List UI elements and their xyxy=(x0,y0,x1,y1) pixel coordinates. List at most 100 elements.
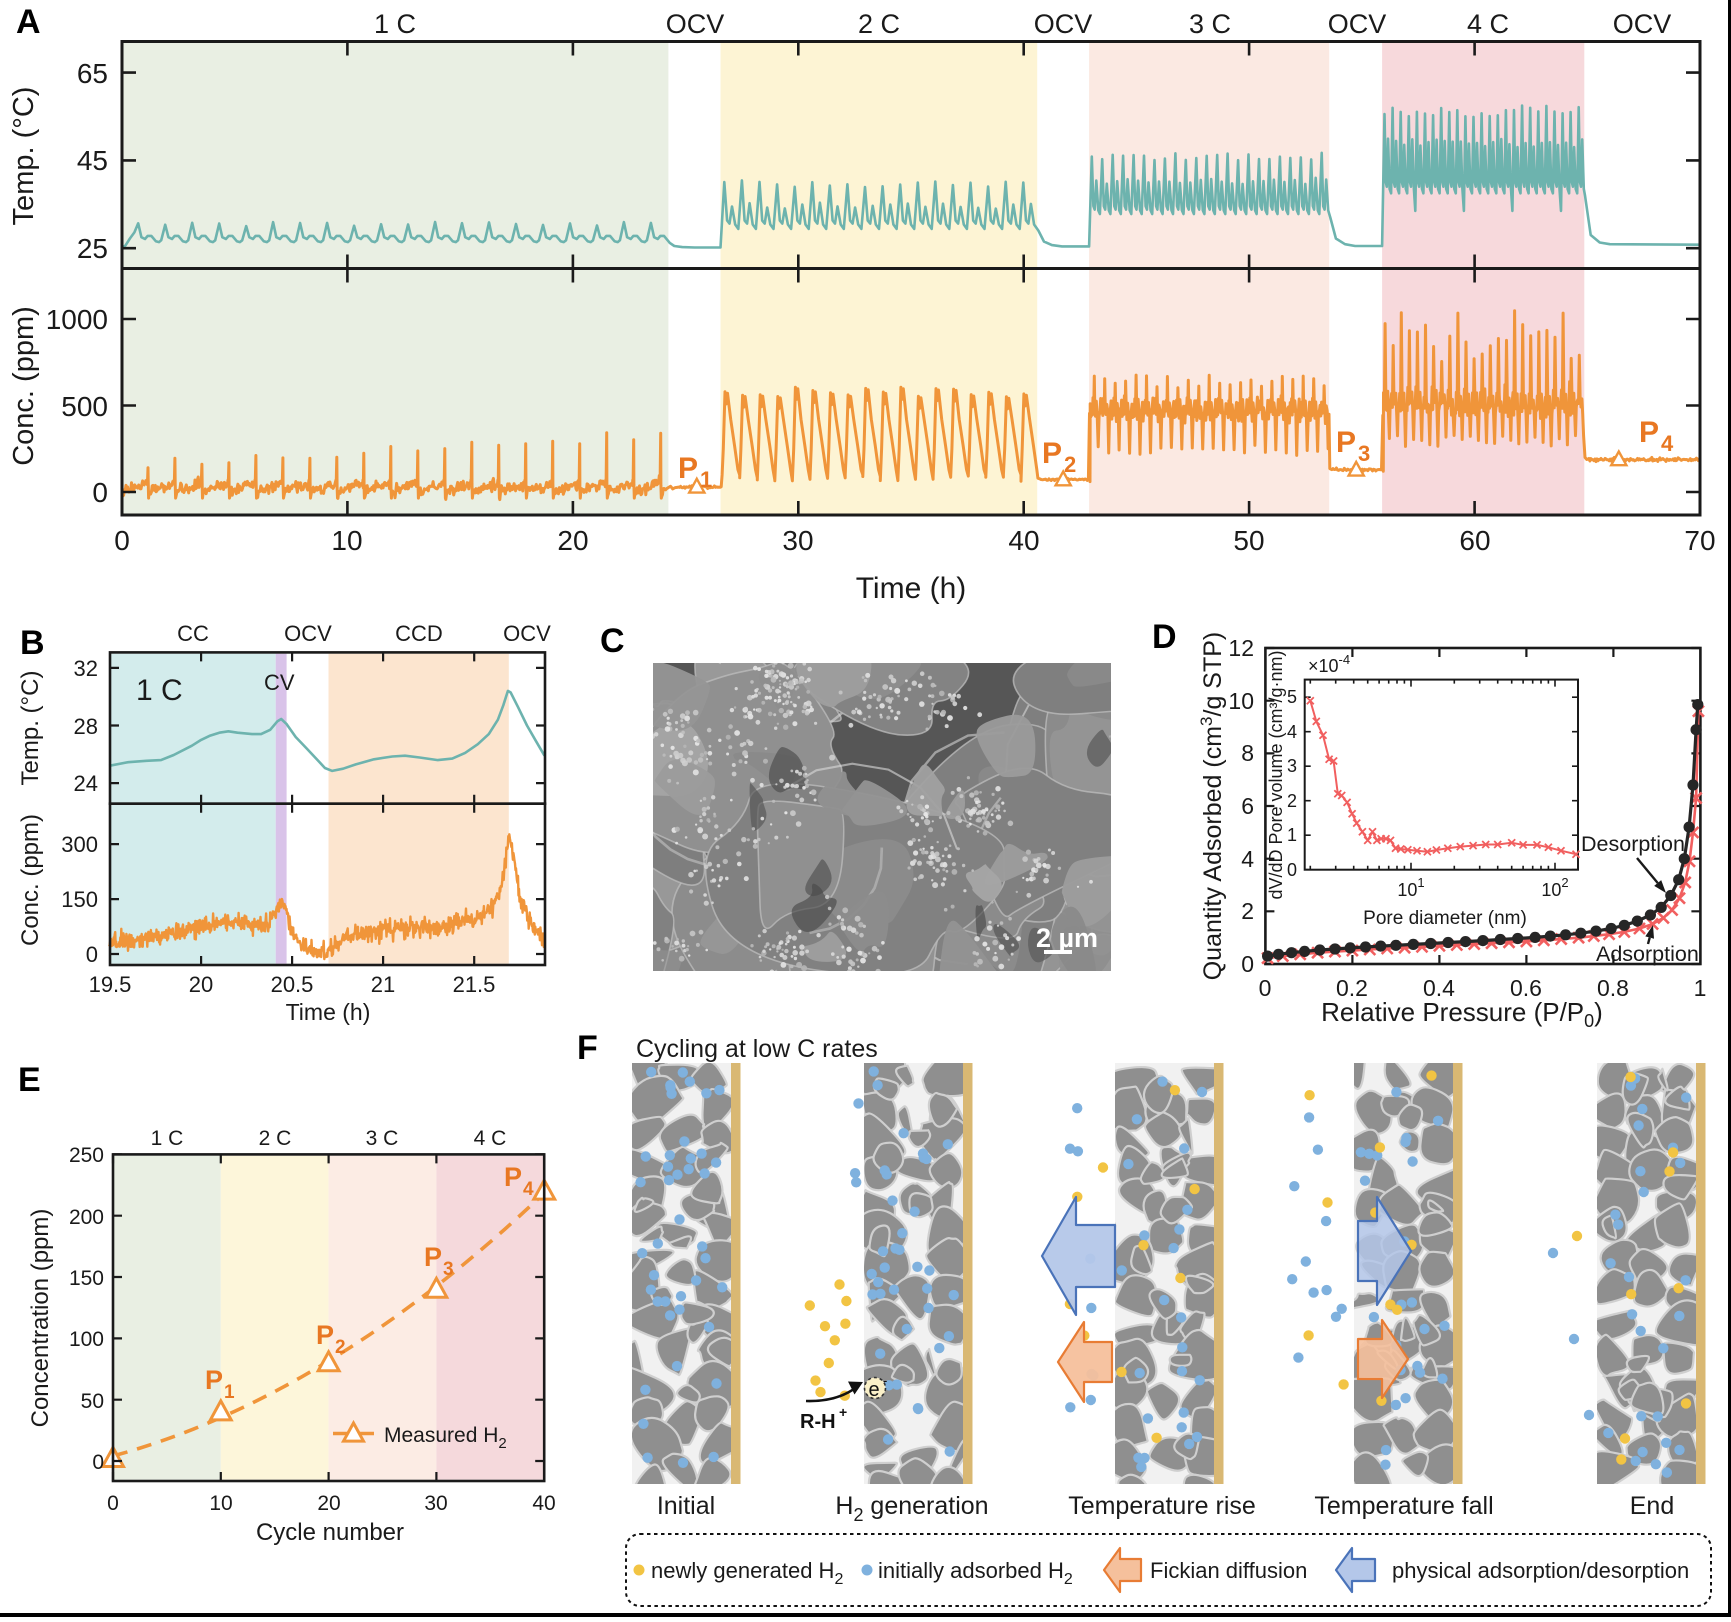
svg-text:0.8: 0.8 xyxy=(1597,975,1629,1001)
svg-text:300: 300 xyxy=(61,832,98,857)
svg-text:E: E xyxy=(18,1061,41,1099)
svg-text:10: 10 xyxy=(209,1492,232,1515)
svg-text:250: 250 xyxy=(69,1144,104,1167)
svg-text:0.4: 0.4 xyxy=(1423,975,1455,1001)
svg-text:P: P xyxy=(424,1242,442,1272)
svg-text:Pore diameter (nm): Pore diameter (nm) xyxy=(1363,908,1527,929)
svg-text:Time (h): Time (h) xyxy=(856,572,967,605)
svg-text:e: e xyxy=(868,1379,879,1401)
svg-text:OCV: OCV xyxy=(1613,9,1672,39)
svg-text:End: End xyxy=(1630,1492,1674,1520)
svg-text:P: P xyxy=(678,452,698,485)
svg-text:20: 20 xyxy=(317,1492,340,1515)
svg-text:32: 32 xyxy=(74,656,98,681)
svg-text:500: 500 xyxy=(61,391,108,422)
svg-text:Relative Pressure (P/P0): Relative Pressure (P/P0) xyxy=(1321,997,1603,1031)
svg-text:Cycle number: Cycle number xyxy=(256,1519,404,1546)
svg-text:4 C: 4 C xyxy=(474,1127,507,1150)
svg-text:CCD: CCD xyxy=(395,621,443,646)
svg-text:28: 28 xyxy=(74,714,98,739)
svg-text:1: 1 xyxy=(1287,825,1297,845)
svg-text:2: 2 xyxy=(335,1337,346,1358)
svg-text:0: 0 xyxy=(1259,975,1272,1001)
svg-text:0: 0 xyxy=(92,477,108,508)
svg-text:70: 70 xyxy=(1684,525,1715,556)
svg-text:A: A xyxy=(16,3,41,41)
svg-text:21: 21 xyxy=(371,972,395,997)
svg-text:1 C: 1 C xyxy=(136,674,183,707)
svg-text:4: 4 xyxy=(1661,431,1674,456)
svg-text:C: C xyxy=(600,622,625,660)
svg-text:OCV: OCV xyxy=(284,621,332,646)
svg-text:45: 45 xyxy=(77,145,108,176)
svg-text:Temp. (°C): Temp. (°C) xyxy=(8,87,40,226)
svg-text:0: 0 xyxy=(1241,951,1254,977)
svg-text:1 C: 1 C xyxy=(151,1127,184,1150)
svg-text:30: 30 xyxy=(424,1492,447,1515)
svg-text:2 C: 2 C xyxy=(858,9,900,39)
svg-text:OCV: OCV xyxy=(666,9,725,39)
svg-text:Concentration (ppm): Concentration (ppm) xyxy=(27,1209,54,1428)
svg-text:0: 0 xyxy=(1287,860,1297,880)
svg-text:21.5: 21.5 xyxy=(453,972,496,997)
svg-text:10: 10 xyxy=(331,525,362,556)
svg-text:150: 150 xyxy=(61,887,98,912)
svg-text:3: 3 xyxy=(1358,441,1370,466)
svg-text:4: 4 xyxy=(1287,722,1297,742)
svg-text:0.2: 0.2 xyxy=(1336,975,1368,1001)
svg-text:1000: 1000 xyxy=(46,304,108,335)
svg-text:0: 0 xyxy=(114,525,130,556)
svg-text:20.5: 20.5 xyxy=(271,972,314,997)
svg-text:D: D xyxy=(1152,618,1177,656)
svg-text:-: - xyxy=(883,1373,887,1388)
svg-text:1: 1 xyxy=(700,467,712,492)
svg-text:B: B xyxy=(20,624,45,662)
svg-text:Time (h): Time (h) xyxy=(286,999,371,1025)
svg-text:1 C: 1 C xyxy=(374,9,416,39)
svg-text:2 µm: 2 µm xyxy=(1036,923,1098,953)
svg-text:60: 60 xyxy=(1459,525,1490,556)
svg-text:30: 30 xyxy=(782,525,813,556)
svg-text:3: 3 xyxy=(1287,756,1297,776)
svg-text:Quantity Adsorbed (cm3/g STP): Quantity Adsorbed (cm3/g STP) xyxy=(1197,632,1227,981)
svg-text:65: 65 xyxy=(77,58,108,89)
svg-text:12: 12 xyxy=(1228,635,1254,661)
svg-text:40: 40 xyxy=(532,1492,555,1515)
svg-text:19.5: 19.5 xyxy=(89,972,132,997)
svg-text:1: 1 xyxy=(224,1382,235,1403)
svg-text:100: 100 xyxy=(69,1328,104,1351)
svg-text:Initial: Initial xyxy=(657,1492,715,1520)
svg-text:Desorption: Desorption xyxy=(1581,832,1685,856)
svg-text:Conc. (ppm): Conc. (ppm) xyxy=(17,814,44,946)
svg-text:OCV: OCV xyxy=(1034,9,1093,39)
svg-text:P: P xyxy=(1639,416,1659,449)
svg-text:10: 10 xyxy=(1228,688,1254,714)
svg-text:40: 40 xyxy=(1008,525,1039,556)
svg-text:4 C: 4 C xyxy=(1467,9,1509,39)
svg-text:1: 1 xyxy=(1694,975,1707,1001)
svg-text:F: F xyxy=(577,1029,598,1067)
svg-text:50: 50 xyxy=(1233,525,1264,556)
svg-text:OCV: OCV xyxy=(1328,9,1387,39)
svg-text:3 C: 3 C xyxy=(366,1127,399,1150)
svg-text:4: 4 xyxy=(1241,846,1254,872)
svg-text:Temperature fall: Temperature fall xyxy=(1314,1492,1493,1520)
svg-text:6: 6 xyxy=(1241,793,1254,819)
svg-text:0: 0 xyxy=(86,942,98,967)
svg-text:Cycling at low C rates: Cycling at low C rates xyxy=(636,1035,878,1063)
svg-text:8: 8 xyxy=(1241,740,1254,766)
svg-text:24: 24 xyxy=(74,771,98,796)
svg-text:Temperature rise: Temperature rise xyxy=(1068,1492,1256,1520)
svg-text:200: 200 xyxy=(69,1206,104,1229)
svg-text:Temp. (°C): Temp. (°C) xyxy=(17,671,44,786)
svg-text:P: P xyxy=(1336,426,1356,459)
svg-text:CV: CV xyxy=(264,670,295,695)
svg-text:P: P xyxy=(316,1320,334,1350)
svg-text:3: 3 xyxy=(443,1259,454,1280)
svg-text:P: P xyxy=(205,1365,223,1395)
svg-text:0.6: 0.6 xyxy=(1510,975,1542,1001)
svg-text:3 C: 3 C xyxy=(1189,9,1231,39)
svg-text:P: P xyxy=(1042,437,1062,470)
svg-text:2: 2 xyxy=(1064,452,1076,477)
svg-text:physical adsorption/desorption: physical adsorption/desorption xyxy=(1392,1558,1689,1583)
